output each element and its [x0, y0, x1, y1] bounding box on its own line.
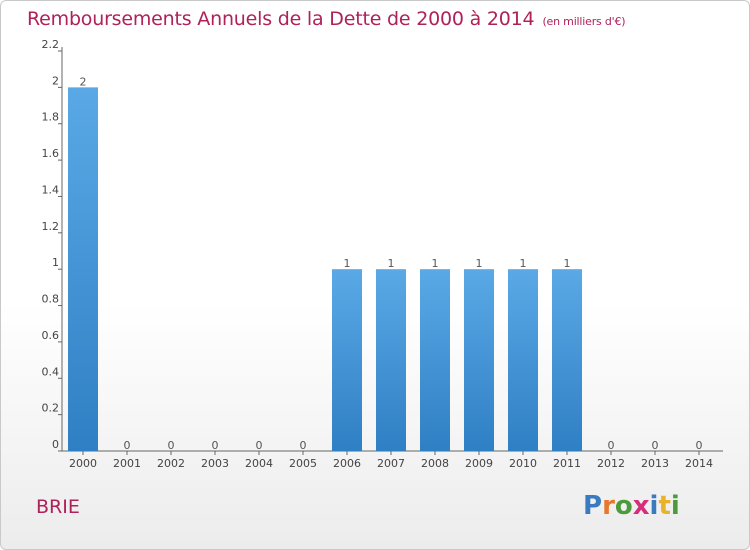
y-tick-label: 2	[52, 74, 59, 87]
x-tick-label: 2003	[201, 457, 229, 470]
y-tick-label: 1.6	[42, 147, 60, 160]
bar-2000	[68, 87, 98, 451]
y-axis: 0 0.2 0.4 0.6 0.8 1 1.2 1.4 1.6 1.8 2 2.2	[42, 38, 63, 452]
commune-name: BRIE	[36, 496, 80, 518]
logo-letter: i	[649, 491, 659, 521]
x-tick-label: 2006	[333, 457, 361, 470]
value-label-2003: 0	[212, 439, 219, 452]
x-tick-label: 2007	[377, 457, 405, 470]
bar-2006	[332, 269, 362, 451]
value-label-2004: 0	[256, 439, 263, 452]
logo-letter: x	[632, 491, 650, 521]
x-tick-label: 2012	[597, 457, 625, 470]
x-tick-label: 2010	[509, 457, 537, 470]
bar-2007	[376, 269, 406, 451]
bar-2009	[464, 269, 494, 451]
value-label-2008: 1	[432, 257, 439, 270]
value-label-2013: 0	[652, 439, 659, 452]
y-tick-label: 1.4	[42, 183, 60, 196]
logo-letter: i	[670, 491, 680, 521]
value-label-2009: 1	[476, 257, 483, 270]
x-tick-label: 2014	[685, 457, 713, 470]
x-tick-label: 2013	[641, 457, 669, 470]
value-label-2001: 0	[124, 439, 131, 452]
x-tick-label: 2005	[289, 457, 317, 470]
value-label-2000: 2	[80, 75, 87, 88]
x-tick-label: 2004	[245, 457, 273, 470]
value-label-2006: 1	[344, 257, 351, 270]
bar-2008	[420, 269, 450, 451]
y-tick-label: 2.2	[42, 38, 60, 51]
chart-title: Remboursements Annuels de la Dette de 20…	[27, 8, 626, 30]
bar-2011	[552, 269, 582, 451]
x-axis: 2000 2001 2002 2003 2004 2005 2006 2007 2008 2009…	[62, 450, 723, 470]
y-tick-label: 1.8	[42, 111, 60, 124]
value-label-2010: 1	[520, 257, 527, 270]
bars	[68, 87, 582, 451]
y-tick-label: 0.8	[42, 293, 60, 306]
logo-letter: P	[583, 491, 603, 521]
value-label-2007: 1	[388, 257, 395, 270]
y-tick-label: 0.6	[42, 329, 60, 342]
x-tick-label: 2008	[421, 457, 449, 470]
value-label-2011: 1	[564, 257, 571, 270]
bar-2010	[508, 269, 538, 451]
value-labels: 2 0 0 0 0 0 1 1 1 1 1 1 0 0 0	[80, 75, 703, 452]
y-tick-label: 1.2	[42, 220, 60, 233]
value-label-2012: 0	[608, 439, 615, 452]
y-tick-label: 0	[52, 438, 59, 451]
x-tick-label: 2009	[465, 457, 493, 470]
logo-letter: r	[602, 491, 615, 521]
y-tick-label: 0.4	[42, 365, 60, 378]
y-tick-label: 0.2	[42, 402, 60, 415]
x-tick-label: 2001	[113, 457, 141, 470]
logo-letter: t	[658, 491, 671, 521]
value-label-2014: 0	[696, 439, 703, 452]
x-tick-label: 2002	[157, 457, 185, 470]
logo-letter: o	[614, 491, 633, 521]
value-label-2002: 0	[168, 439, 175, 452]
x-tick-label: 2000	[69, 457, 97, 470]
y-tick-label: 1	[52, 256, 59, 269]
chart-unit-label: (en milliers d'€)	[542, 15, 626, 28]
proxiti-logo: Proxiti	[583, 491, 680, 521]
x-tick-label: 2011	[553, 457, 581, 470]
chart-title-text: Remboursements Annuels de la Dette de 20…	[27, 8, 535, 30]
value-label-2005: 0	[300, 439, 307, 452]
